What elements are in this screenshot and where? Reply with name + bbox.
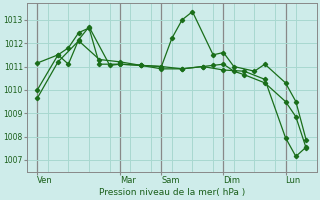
X-axis label: Pression niveau de la mer( hPa ): Pression niveau de la mer( hPa ) <box>99 188 245 197</box>
